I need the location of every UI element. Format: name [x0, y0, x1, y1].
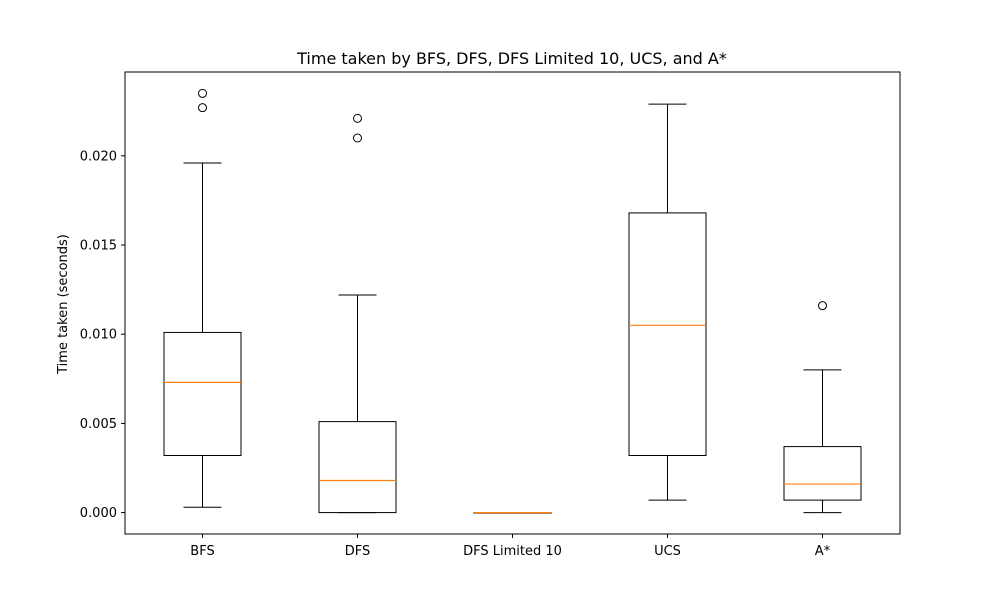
plot-layer: 0.000 0.005 0.010 0.015 0.020 BFS DFS DFS Limit…: [80, 71, 901, 559]
outlier-point: [198, 103, 207, 113]
x-tick-label: BFS: [190, 544, 214, 559]
box-iqr: [628, 212, 707, 457]
y-tick-label: 0.020: [80, 149, 117, 164]
outlier-point: [198, 88, 207, 98]
outlier-point: [353, 133, 362, 143]
y-tick-label: 0.005: [80, 417, 117, 432]
x-tick-label: DFS: [345, 544, 371, 559]
outlier-point: [353, 113, 362, 123]
y-tick-label: 0.015: [80, 239, 117, 254]
x-tick-label: A*: [815, 544, 831, 559]
box-iqr: [783, 446, 862, 501]
y-axis-label: Time taken (seconds): [56, 234, 71, 375]
chart-title: Time taken by BFS, DFS, DFS Limited 10, …: [296, 49, 727, 68]
box-iqr: [163, 331, 242, 457]
y-tick-label: 0.000: [80, 506, 117, 521]
y-tick-label: 0.010: [80, 328, 117, 343]
x-tick-label: UCS: [654, 544, 681, 559]
outlier-point: [818, 301, 827, 311]
box-iqr: [318, 421, 397, 514]
x-tick-label: DFS Limited 10: [463, 544, 562, 559]
